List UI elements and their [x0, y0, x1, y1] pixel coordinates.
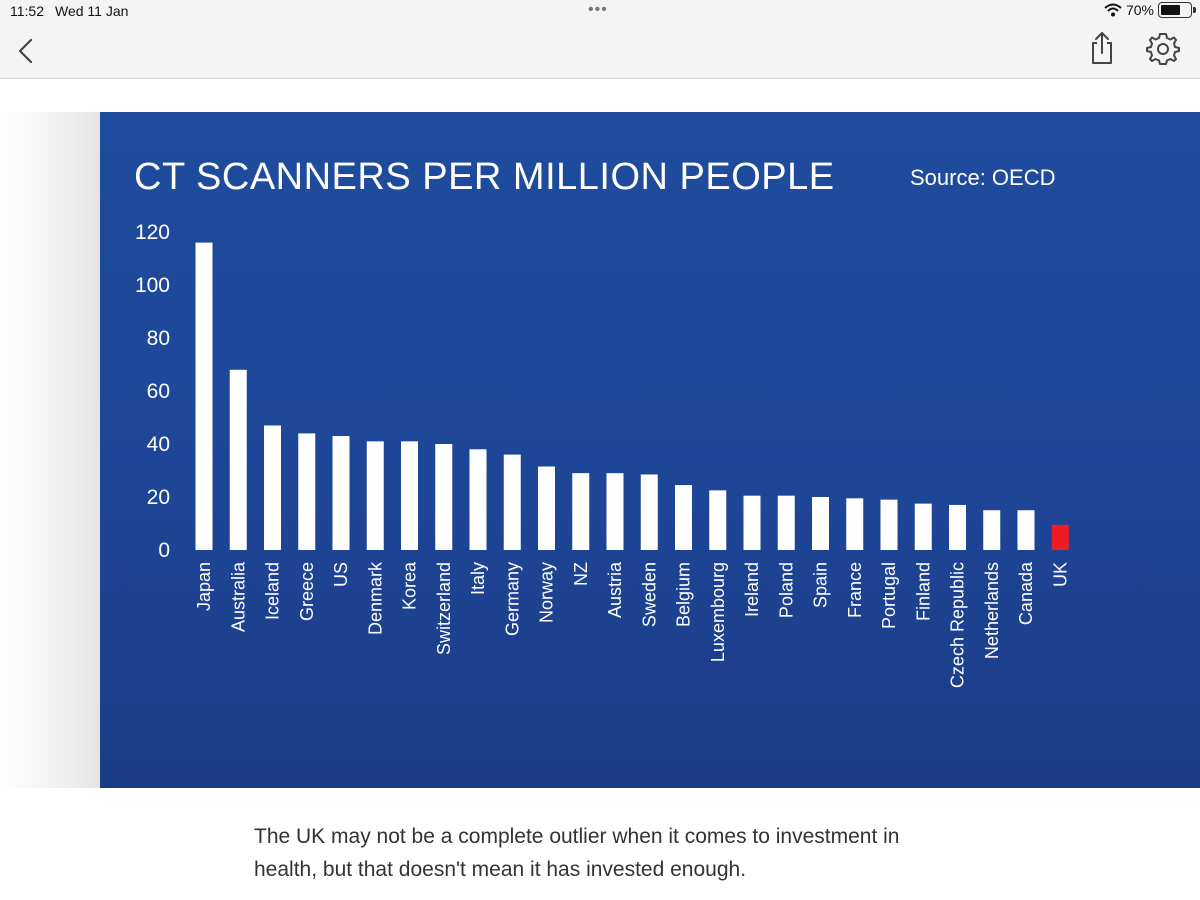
x-tick-label: Ireland: [742, 562, 762, 617]
status-indicators: 70%: [1104, 2, 1196, 18]
share-icon[interactable]: [1086, 30, 1118, 66]
y-tick-label: 100: [135, 274, 170, 297]
x-tick-label: Italy: [468, 562, 488, 595]
chart-image: CT SCANNERS PER MILLION PEOPLE Source: O…: [100, 112, 1200, 788]
bar-france: [846, 498, 864, 550]
chart-source: Source: OECD: [910, 165, 1056, 190]
x-tick-label: Netherlands: [982, 562, 1002, 659]
bar-us: [332, 436, 350, 550]
bar-finland: [914, 503, 932, 550]
x-tick-label: Iceland: [263, 562, 283, 620]
bar-switzerland: [435, 444, 453, 550]
bar-spain: [812, 497, 829, 550]
bar-czech-republic: [949, 504, 966, 550]
chart-title: CT SCANNERS PER MILLION PEOPLE: [134, 156, 835, 198]
x-tick-label: Czech Republic: [948, 562, 968, 688]
bar-ireland: [743, 495, 761, 550]
page-margin-shade: [0, 112, 100, 788]
x-tick-label: US: [331, 562, 351, 587]
battery-icon: [1158, 2, 1196, 18]
bar-nz: [572, 473, 590, 550]
x-tick-label: France: [845, 562, 865, 618]
bar-belgium: [675, 485, 692, 550]
x-tick-label: Korea: [400, 561, 420, 610]
battery-percent: 70%: [1125, 2, 1154, 18]
x-tick-label: Australia: [228, 561, 248, 632]
bar-denmark: [366, 441, 384, 550]
x-tick-label: Denmark: [365, 561, 385, 635]
bar-sweden: [640, 474, 658, 550]
bar-netherlands: [983, 510, 1001, 550]
bar-korea: [401, 441, 418, 550]
x-tick-label: Finland: [913, 562, 933, 621]
status-bar: 11:52 Wed 11 Jan ••• 70%: [0, 0, 1200, 24]
bar-austria: [606, 473, 624, 550]
status-date: Wed 11 Jan: [55, 3, 129, 19]
bar-canada: [1017, 510, 1035, 550]
status-time: 11:52: [10, 3, 44, 19]
bar-luxembourg: [709, 490, 727, 550]
bar-iceland: [264, 425, 281, 550]
bar-germany: [503, 454, 521, 550]
x-tick-label: Greece: [297, 562, 317, 621]
x-tick-label: Luxembourg: [708, 562, 728, 662]
x-tick-label: NZ: [571, 562, 591, 586]
y-tick-label: 60: [147, 380, 170, 403]
bar-portugal: [880, 499, 898, 550]
bar-japan: [195, 242, 213, 550]
x-tick-label: Japan: [194, 562, 214, 611]
x-tick-label: Canada: [1016, 561, 1036, 625]
x-tick-label: Belgium: [674, 562, 694, 627]
x-tick-label: Poland: [776, 562, 796, 618]
y-tick-label: 80: [147, 327, 170, 350]
y-tick-label: 20: [147, 486, 170, 509]
bar-greece: [298, 433, 316, 550]
x-tick-label: UK: [1050, 562, 1070, 587]
x-tick-label: Switzerland: [434, 562, 454, 655]
bar-australia: [229, 369, 247, 550]
chevron-left-icon[interactable]: [12, 36, 42, 66]
x-tick-label: Spain: [811, 562, 831, 608]
x-tick-label: Norway: [537, 562, 557, 623]
y-tick-label: 0: [158, 539, 170, 562]
image-caption: The UK may not be a complete outlier whe…: [254, 825, 900, 881]
bar-italy: [469, 449, 487, 550]
y-tick-label: 120: [135, 221, 170, 244]
bar-chart: 120 100 80 60 40 20 0 Japan Australia Iceland Gree…: [135, 221, 1070, 688]
x-tick-label: Germany: [502, 562, 522, 636]
x-tick-label: Austria: [605, 561, 625, 618]
x-tick-label: Sweden: [639, 562, 659, 627]
wifi-icon: [1104, 3, 1122, 17]
bar-poland: [777, 495, 795, 550]
bar-uk: [1051, 524, 1069, 550]
multitasking-dots-icon[interactable]: •••: [588, 1, 608, 18]
gear-icon[interactable]: [1146, 32, 1180, 66]
toolbar: [0, 24, 1200, 79]
x-tick-label: Portugal: [879, 562, 899, 629]
bar-norway: [538, 466, 555, 550]
y-tick-label: 40: [147, 433, 170, 456]
